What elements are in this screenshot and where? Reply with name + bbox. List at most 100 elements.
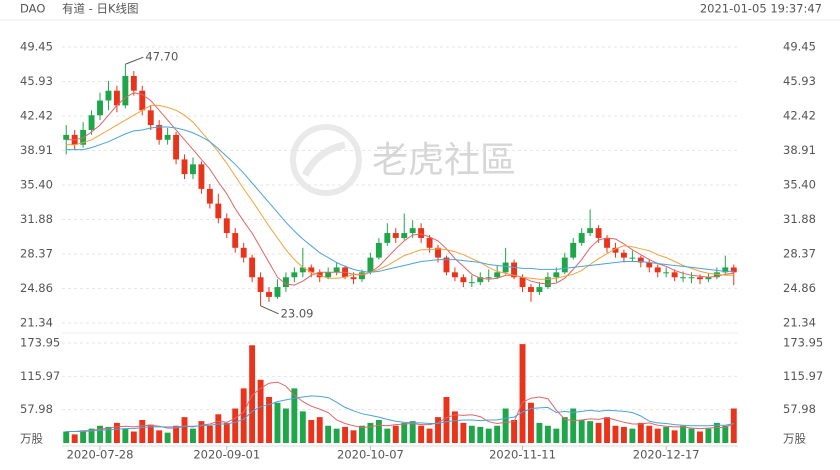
volume-bar (223, 422, 230, 443)
volume-bar (257, 379, 264, 443)
volume-bar (350, 430, 357, 443)
candle-body (392, 233, 399, 238)
volume-bar (688, 428, 695, 443)
candle-body (147, 110, 154, 126)
volume-bar (511, 420, 518, 443)
candle-body (468, 282, 475, 284)
y-tick-label-right: 28.37 (783, 246, 816, 260)
candle-body (130, 75, 137, 91)
x-tick-label: 2020-11-11 (489, 448, 556, 462)
volume-bar (730, 408, 737, 443)
candle-body (646, 262, 653, 268)
volume-bar (173, 425, 180, 443)
candle-body (671, 272, 678, 278)
x-tick-label: 2020-07-28 (67, 448, 134, 462)
candle-body (637, 257, 644, 263)
x-tick-label: 2020-12-17 (633, 448, 700, 462)
annotation-label: 47.70 (145, 50, 178, 64)
y-tick-label: 35.40 (20, 177, 53, 191)
volume-bar (451, 411, 458, 443)
volume-tick-label-right: 57.98 (783, 402, 816, 416)
volume-bar (536, 422, 543, 443)
volume-bar (266, 397, 272, 443)
volume-bar (604, 417, 610, 443)
volume-bar (97, 425, 103, 443)
candle-body (477, 277, 484, 283)
volume-bar (663, 426, 670, 443)
volume-bar (553, 428, 560, 443)
moving-average (66, 395, 734, 432)
volume-bar (485, 428, 492, 443)
volume-bar (198, 421, 205, 443)
volume-bar (130, 431, 137, 443)
volume-bar (401, 422, 408, 443)
volume-bar (375, 420, 382, 443)
volume-bar (367, 422, 374, 443)
volume-bar (468, 425, 475, 443)
y-tick-label-right: 31.88 (783, 212, 816, 226)
candle-body (257, 277, 264, 292)
volume-bar (190, 428, 196, 443)
y-tick-label-right: 45.93 (783, 74, 816, 88)
volume-bar (443, 397, 450, 443)
candle-body (680, 277, 687, 279)
x-tick-label: 2020-09-01 (193, 448, 260, 462)
candle-body (97, 100, 103, 116)
y-tick-label: 24.86 (20, 281, 53, 295)
candle-body (164, 134, 171, 140)
candle-body (308, 267, 315, 273)
candle-body (249, 257, 256, 278)
volume-bar (147, 424, 154, 443)
candle-body (173, 134, 180, 160)
candle-body (451, 272, 458, 278)
volume-bar (80, 430, 87, 443)
candle-body (113, 90, 120, 106)
candle-body (528, 287, 534, 292)
candle-body (325, 272, 332, 278)
candle-body (291, 272, 298, 278)
candle-body (266, 291, 272, 297)
candle-body (494, 272, 501, 278)
candle-body (697, 277, 703, 280)
volume-bar (629, 428, 636, 443)
candle-body (536, 287, 543, 292)
candle-body (223, 218, 230, 234)
volume-bar (460, 422, 467, 443)
volume-tick-label-right: 173.95 (783, 336, 823, 350)
candle-body (299, 267, 306, 273)
candle-body (578, 233, 585, 243)
candle-body (519, 277, 526, 288)
annotation-leader (260, 305, 279, 315)
candle-body (418, 228, 425, 238)
volume-bar (139, 420, 146, 443)
candle-body (426, 237, 433, 248)
volume-bar (156, 430, 163, 443)
volume-bar (697, 431, 703, 443)
volume-tick-label-right: 115.97 (783, 369, 823, 383)
candle-body (367, 257, 374, 273)
volume-bar (435, 417, 441, 443)
volume-bar (359, 425, 365, 443)
volume-bar (308, 420, 315, 443)
timestamp: 2021-01-05 19:37:47 (700, 2, 822, 16)
candle-body (587, 228, 594, 234)
volume-bar (249, 345, 256, 443)
candle-body (730, 267, 737, 273)
volume-bar (587, 421, 594, 443)
candle-body (722, 267, 729, 273)
candle-body (604, 237, 610, 248)
candle-body (612, 247, 619, 253)
candle-body (215, 203, 222, 219)
x-tick-label: 2020-10-07 (337, 448, 404, 462)
moving-average (66, 104, 734, 280)
candle-body (122, 75, 129, 106)
volume-bar (316, 417, 323, 443)
candle-body (375, 242, 382, 258)
volume-bar (384, 428, 391, 443)
volume-bar (561, 417, 568, 443)
volume-bar (595, 422, 602, 443)
volume-unit-right: 万股 (783, 432, 806, 446)
volume-bar (544, 425, 551, 443)
volume-unit: 万股 (20, 432, 43, 446)
volume-bar (646, 425, 653, 443)
